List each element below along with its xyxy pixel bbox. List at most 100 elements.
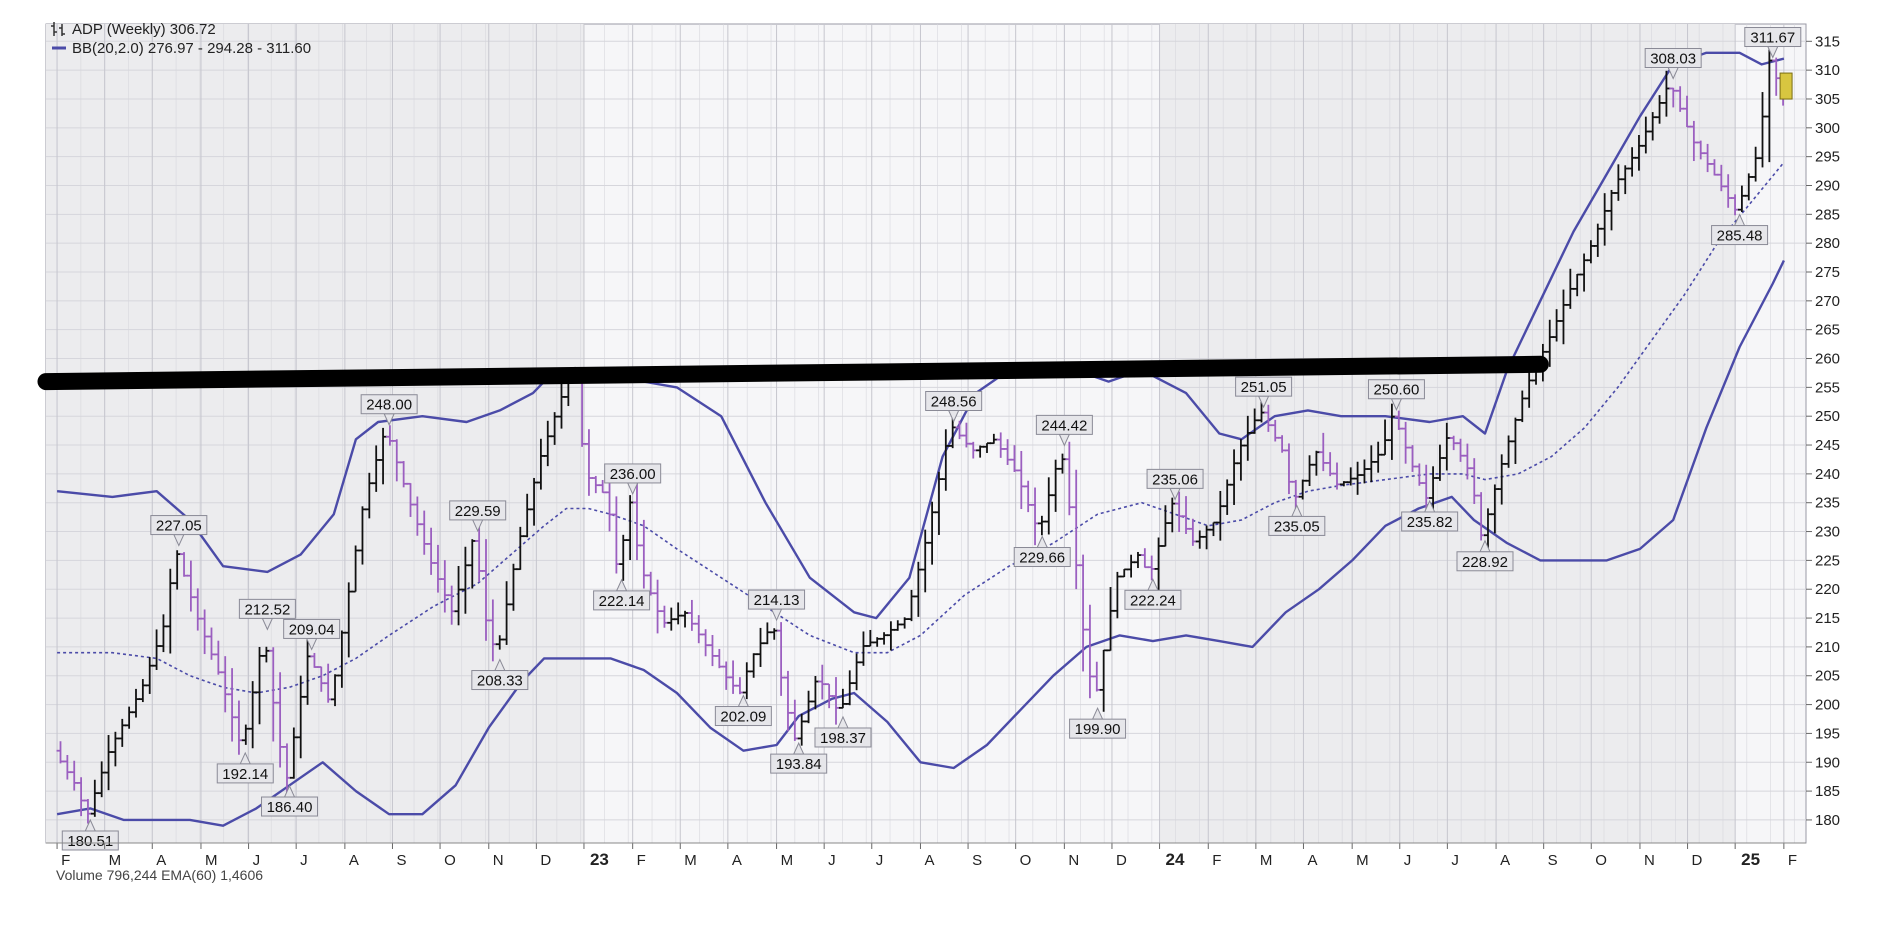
- price-label-text: 236.00: [610, 466, 656, 483]
- price-label-box: [604, 463, 662, 484]
- price-label-text: 248.56: [931, 394, 977, 411]
- price-label-box: [471, 670, 529, 691]
- price-label-text: 180.51: [67, 833, 113, 850]
- x-tick-label: S: [972, 852, 982, 869]
- price-label-text: 228.92: [1462, 554, 1508, 571]
- price-label-text: 251.05: [1241, 379, 1287, 396]
- x-tick-label: M: [1356, 852, 1369, 869]
- year-band: [46, 24, 584, 843]
- price-label-text: 229.66: [1019, 550, 1065, 567]
- x-tick-label: M: [1260, 852, 1273, 869]
- price-label-text: 235.06: [1152, 471, 1198, 488]
- x-tick-label: S: [1548, 852, 1558, 869]
- x-tick-label: S: [396, 852, 406, 869]
- bb-middle-line: [57, 161, 1785, 694]
- price-label-text: 192.14: [222, 766, 268, 783]
- y-tick-label: 295: [1815, 149, 1840, 166]
- y-tick-label: 215: [1815, 610, 1840, 627]
- y-tick-label: 180: [1815, 812, 1840, 829]
- price-label-box: [238, 598, 296, 619]
- y-tick-label: 240: [1815, 466, 1840, 483]
- price-label-box: [1035, 414, 1093, 435]
- x-tick-label: A: [924, 852, 934, 869]
- price-label-box: [748, 589, 806, 610]
- x-tick-label: J: [253, 852, 261, 869]
- price-label-text: 308.03: [1650, 51, 1696, 68]
- price-label-box: [925, 391, 983, 412]
- x-tick-label: N: [493, 852, 504, 869]
- y-tick-label: 205: [1815, 668, 1840, 685]
- y-tick-label: 210: [1815, 639, 1840, 656]
- x-tick-label: N: [1644, 852, 1655, 869]
- x-tick-label: 25: [1741, 850, 1760, 869]
- x-tick-label: M: [684, 852, 697, 869]
- price-label-box: [150, 515, 208, 536]
- x-tick-label: F: [1788, 852, 1797, 869]
- y-tick-label: 185: [1815, 783, 1840, 800]
- price-label-box: [1644, 48, 1702, 69]
- x-tick-label: J: [1404, 852, 1412, 869]
- y-tick-label: 260: [1815, 351, 1840, 368]
- price-label-text: 222.14: [599, 593, 645, 610]
- ohlc-legend-icon: [51, 22, 65, 36]
- x-tick-label: O: [1020, 852, 1032, 869]
- x-tick-label: M: [781, 852, 794, 869]
- x-tick-label: O: [1595, 852, 1607, 869]
- y-tick-label: 190: [1815, 754, 1840, 771]
- x-tick-label: F: [637, 852, 646, 869]
- y-tick-label: 275: [1815, 264, 1840, 281]
- y-tick-label: 300: [1815, 120, 1840, 137]
- price-label-text: 186.40: [267, 799, 313, 816]
- x-tick-label: D: [1692, 852, 1703, 869]
- x-tick-label: A: [1500, 852, 1510, 869]
- x-tick-label: F: [61, 852, 70, 869]
- price-label-box: [1401, 511, 1459, 532]
- y-tick-label: 285: [1815, 206, 1840, 223]
- price-label-text: 248.00: [366, 397, 412, 414]
- price-label-box: [283, 618, 341, 639]
- y-tick-label: 230: [1815, 524, 1840, 541]
- price-label-text: 214.13: [754, 592, 800, 609]
- y-tick-label: 310: [1815, 62, 1840, 79]
- legend-bb: BB(20,2.0) 276.97 - 294.28 - 311.60: [72, 40, 311, 57]
- price-label-box: [1744, 27, 1802, 48]
- x-tick-label: M: [205, 852, 218, 869]
- y-tick-label: 270: [1815, 293, 1840, 310]
- y-tick-label: 235: [1815, 495, 1840, 512]
- price-label-box: [360, 394, 418, 415]
- x-tick-label: O: [444, 852, 456, 869]
- price-label-text: 229.59: [455, 503, 501, 520]
- price-label-text: 199.90: [1075, 721, 1121, 738]
- x-tick-label: A: [156, 852, 166, 869]
- y-tick-label: 225: [1815, 552, 1840, 569]
- y-tick-label: 280: [1815, 235, 1840, 252]
- price-label-box: [1268, 515, 1326, 536]
- x-tick-label: 24: [1166, 850, 1185, 869]
- y-tick-label: 265: [1815, 322, 1840, 339]
- price-label-box: [1013, 547, 1071, 568]
- price-label-text: 202.09: [720, 709, 766, 726]
- price-label-text: 250.60: [1373, 382, 1419, 399]
- price-label-box: [1124, 589, 1182, 610]
- price-label-box: [216, 763, 274, 784]
- price-label-box: [1235, 376, 1293, 397]
- y-tick-label: 195: [1815, 725, 1840, 742]
- x-tick-label: A: [732, 852, 742, 869]
- y-tick-label: 245: [1815, 437, 1840, 454]
- price-label-box: [770, 753, 828, 774]
- price-label-box: [1711, 225, 1769, 246]
- price-label-text: 311.67: [1750, 30, 1795, 47]
- price-label-text: 222.24: [1130, 592, 1176, 609]
- y-tick-label: 290: [1815, 177, 1840, 194]
- y-tick-label: 305: [1815, 91, 1840, 108]
- footer-fragment: Volume 796,244 EMA(60) 1,4606: [56, 867, 263, 883]
- x-tick-label: J: [828, 852, 836, 869]
- price-label-text: 244.42: [1041, 417, 1087, 434]
- price-label-box: [1146, 468, 1204, 489]
- y-tick-label: 200: [1815, 697, 1840, 714]
- price-label-text: 227.05: [156, 518, 202, 535]
- y-tick-label: 315: [1815, 33, 1840, 50]
- x-tick-label: 23: [590, 850, 609, 869]
- x-tick-label: A: [1307, 852, 1317, 869]
